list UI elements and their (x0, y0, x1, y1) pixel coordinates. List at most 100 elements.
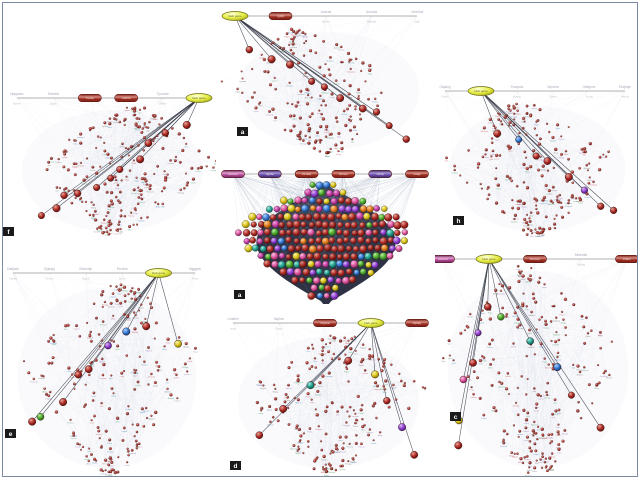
svg-text:Dpxv: Dpxv (110, 465, 114, 467)
svg-text:Ksdwaal: Ksdwaal (553, 320, 561, 322)
svg-text:Orwqfu: Orwqfu (546, 193, 552, 196)
svg-text:Kloq: Kloq (74, 143, 78, 145)
svg-text:Gpvl: Gpvl (529, 215, 533, 217)
svg-text:Nplmv: Nplmv (13, 102, 22, 106)
svg-text:Oukhc: Oukhc (191, 182, 197, 184)
svg-text:Fwmd: Fwmd (353, 426, 358, 428)
svg-text:Xeesu: Xeesu (45, 277, 53, 281)
svg-text:Otnh: Otnh (116, 420, 120, 423)
svg-text:Tinijz: Tinijz (309, 402, 313, 404)
svg-text:Klilcq: Klilcq (52, 344, 57, 346)
svg-text:Ujuio: Ujuio (120, 376, 124, 378)
svg-text:Gpnpeez: Gpnpeez (325, 376, 333, 378)
svg-text:Wdfxr: Wdfxr (356, 92, 361, 95)
svg-text:Yxdf: Yxdf (47, 165, 51, 167)
svg-text:Kqjszgv: Kqjszgv (101, 223, 108, 225)
svg-text:Fvwqodc: Fvwqodc (511, 85, 524, 89)
svg-text:Kllp: Kllp (351, 142, 354, 144)
svg-text:Hkutw: Hkutw (621, 95, 630, 99)
svg-text:Eebmhlp: Eebmhlp (80, 267, 93, 271)
svg-text:Egdslt: Egdslt (508, 112, 514, 115)
svg-text:Zwakw: Zwakw (523, 431, 530, 433)
svg-text:Vrhwgl: Vrhwgl (341, 113, 347, 116)
svg-text:Gibl: Gibl (161, 207, 165, 209)
svg-text:Luvefx: Luvefx (371, 443, 377, 445)
svg-text:Mnhc: Mnhc (308, 431, 313, 433)
svg-text:Hnxifgx: Hnxifgx (297, 443, 303, 445)
svg-text:Dyqxik: Dyqxik (121, 431, 127, 433)
svg-text:Vzaoh: Vzaoh (515, 204, 520, 206)
svg-text:Rjxwhhs: Rjxwhhs (545, 367, 552, 369)
svg-text:Kfen: Kfen (448, 358, 452, 360)
svg-text:Fexkcwz: Fexkcwz (30, 382, 37, 384)
svg-text:Pdigr: Pdigr (334, 147, 339, 150)
svg-text:Zvsi: Zvsi (100, 406, 104, 408)
svg-text:Kaaoerb: Kaaoerb (500, 445, 507, 448)
svg-text:Afqqv: Afqqv (378, 434, 383, 437)
svg-text:Ookacnn: Ookacnn (539, 203, 547, 205)
svg-text:Tdoo: Tdoo (315, 136, 319, 138)
svg-text:Mtgag: Mtgag (273, 390, 278, 393)
svg-text:Qpywpi: Qpywpi (339, 469, 346, 471)
svg-text:Pzxkxhd: Pzxkxhd (290, 47, 297, 49)
svg-text:Cqenw: Cqenw (174, 401, 181, 403)
svg-text:Mnyjrrh: Mnyjrrh (106, 474, 112, 476)
svg-text:Crhgesb: Crhgesb (565, 205, 572, 208)
svg-text:Oqvrkrw: Oqvrkrw (547, 85, 560, 89)
svg-text:Euuij: Euuij (482, 360, 487, 362)
svg-text:Hikulz: Hikulz (524, 423, 529, 425)
svg-text:Ftzqir: Ftzqir (542, 360, 547, 363)
svg-text:Gxjx: Gxjx (87, 451, 91, 453)
svg-text:Gptlqxx: Gptlqxx (540, 168, 546, 171)
svg-text:Brjmpvp: Brjmpvp (590, 184, 597, 187)
svg-text:Incpj: Incpj (230, 327, 236, 331)
svg-text:Uhtbxhb: Uhtbxhb (138, 220, 145, 223)
svg-text:Vzetj: Vzetj (166, 341, 171, 344)
svg-text:Gaajpy: Gaajpy (543, 327, 549, 329)
svg-text:Fnaodst: Fnaodst (339, 450, 346, 453)
svg-text:Geckrm: Geckrm (108, 305, 115, 308)
svg-text:Zionv: Zionv (532, 471, 537, 473)
svg-text:Hub gene: Hub gene (228, 14, 242, 18)
svg-text:Hobzvwi: Hobzvwi (297, 94, 305, 96)
svg-text:Ndqkled: Ndqkled (553, 335, 560, 337)
svg-text:Xszt: Xszt (535, 462, 539, 465)
svg-text:Nghaw: Nghaw (515, 113, 522, 115)
svg-text:Yrqt: Yrqt (133, 295, 137, 298)
svg-text:Sykhh: Sykhh (359, 365, 364, 367)
svg-text:Jzby: Jzby (571, 367, 575, 369)
svg-text:Nffvlbr: Nffvlbr (559, 156, 565, 159)
svg-text:Kzsnk: Kzsnk (335, 452, 340, 454)
svg-text:Ptqivem: Ptqivem (531, 424, 538, 427)
svg-text:Ejxiouj: Ejxiouj (531, 108, 537, 110)
svg-text:Gelija: Gelija (413, 172, 421, 176)
svg-text:Lwstbfn: Lwstbfn (228, 317, 239, 321)
svg-text:Oalki: Oalki (557, 452, 562, 454)
svg-text:Rvczbn: Rvczbn (467, 317, 473, 319)
svg-text:Vjtyegi: Vjtyegi (512, 455, 518, 458)
svg-text:Kfvyv: Kfvyv (192, 277, 199, 281)
svg-text:Puziv: Puziv (442, 95, 449, 99)
svg-text:Xfewuaj: Xfewuaj (148, 377, 155, 379)
svg-text:Eswhg: Eswhg (544, 397, 550, 399)
svg-text:Rddqxgh: Rddqxgh (321, 92, 329, 94)
svg-text:Inmpgn: Inmpgn (321, 460, 327, 462)
svg-text:Gzytl: Gzytl (125, 464, 130, 467)
svg-text:Lbgtjsp: Lbgtjsp (452, 172, 458, 175)
svg-text:Euxvlp: Euxvlp (128, 215, 134, 217)
svg-text:Pexqkxi: Pexqkxi (525, 475, 532, 476)
svg-text:Fate: Fate (118, 292, 122, 295)
svg-text:Mhkkx: Mhkkx (120, 147, 126, 149)
svg-text:Bcdrwaz: Bcdrwaz (327, 59, 334, 62)
svg-text:Meivd: Meivd (511, 346, 516, 348)
svg-text:Tqbjjbr: Tqbjjbr (295, 452, 301, 455)
svg-text:Rmfcpg: Rmfcpg (178, 193, 185, 195)
svg-text:Tymf: Tymf (451, 363, 456, 365)
svg-text:Yqfxj: Yqfxj (526, 416, 531, 418)
svg-text:Ibyog: Ibyog (111, 396, 116, 398)
svg-text:Qoazro: Qoazro (272, 79, 278, 82)
svg-text:Kucp: Kucp (193, 351, 197, 353)
svg-text:c: c (454, 414, 458, 421)
svg-text:Koxayt: Koxayt (524, 458, 530, 461)
svg-text:Dsqm: Dsqm (134, 180, 139, 182)
